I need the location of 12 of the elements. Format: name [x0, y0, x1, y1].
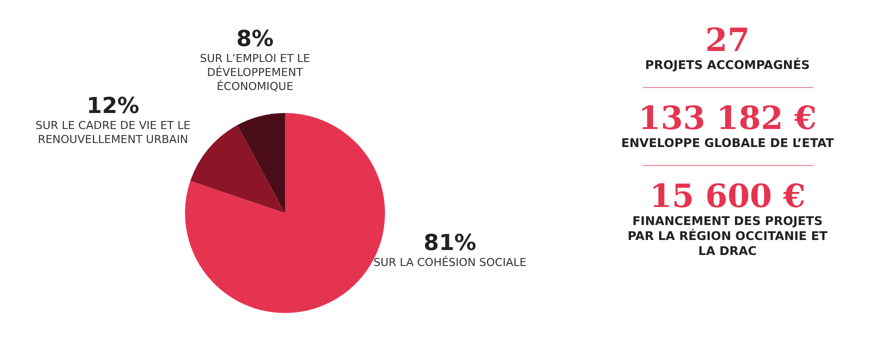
text: FINANCEMENT DES PROJETS PAR LA RÉGION OCCITANIE ET LA DRAC — [626, 214, 828, 259]
text: ENVELOPPE GLOBALE DE L’ETAT — [620, 136, 835, 151]
text: 15 600 € — [648, 177, 806, 215]
slice-label: SUR LE CADRE DE VIE ET LE RENOUVELLEMENT URBAIN — [34, 119, 192, 147]
text: PROJETS ACCOMPAGNÉS — [644, 58, 811, 73]
slice-label: SUR L’EMPLOI ET LE DÉVELOPPEMENT ÉCONOMIQUE — [198, 52, 312, 94]
text: 27 — [704, 21, 750, 59]
data-label: 81% — [424, 231, 478, 256]
text: 133 182 € — [637, 99, 818, 137]
data-label: 12% — [86, 94, 140, 119]
data-label: 8% — [235, 27, 275, 52]
slice-label: SUR LA COHÉSION SOCIALE — [372, 256, 528, 270]
